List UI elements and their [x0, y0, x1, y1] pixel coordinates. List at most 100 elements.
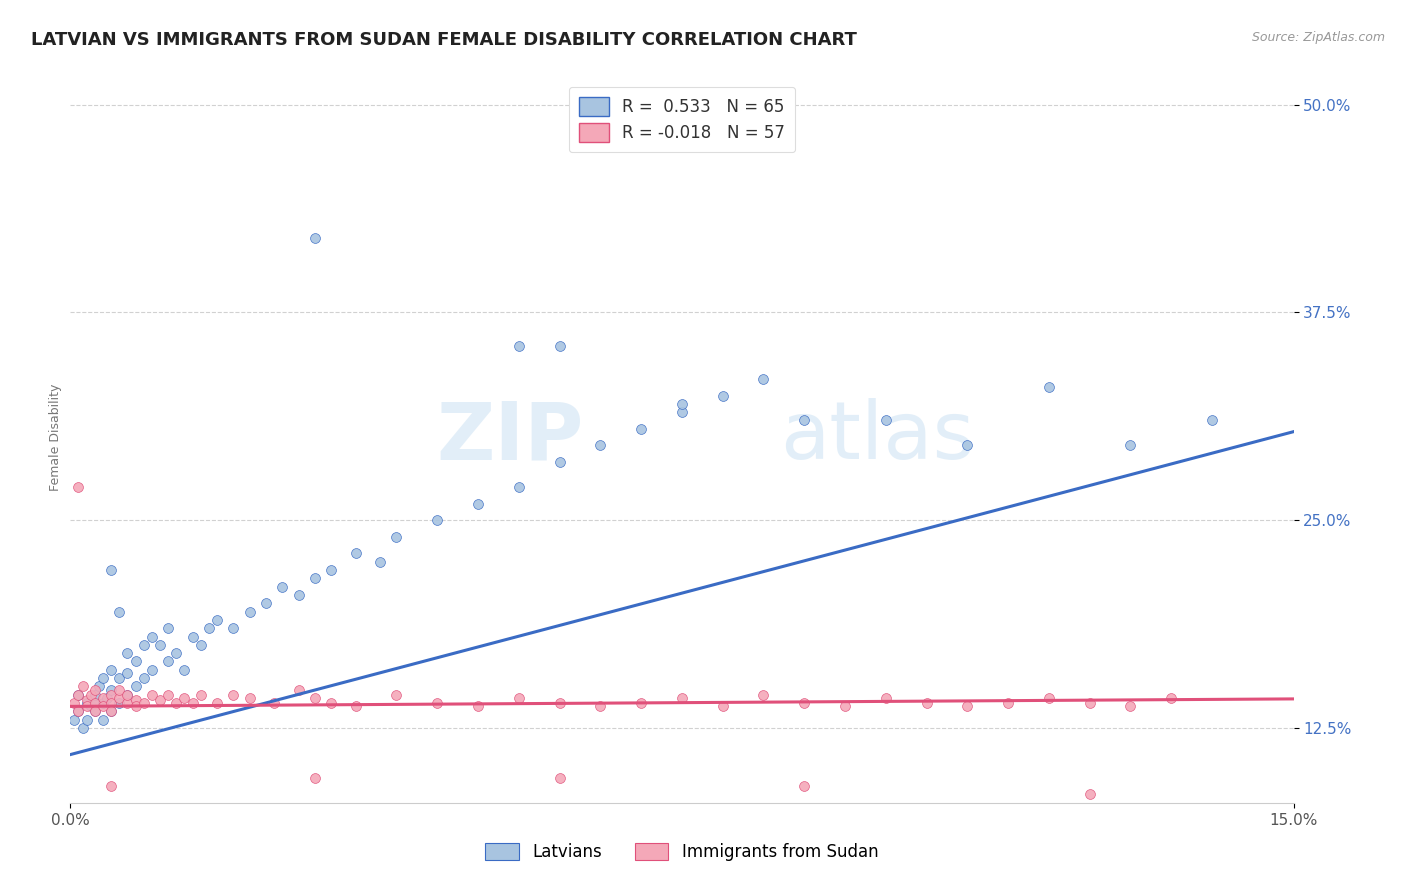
Point — [132, 671, 155, 685]
Point — [671, 405, 693, 419]
Point — [173, 663, 195, 677]
Point — [304, 571, 326, 585]
Point — [108, 691, 131, 706]
Point — [467, 497, 489, 511]
Point — [190, 688, 212, 702]
Point — [385, 530, 408, 544]
Point — [149, 692, 172, 706]
Point — [1038, 380, 1060, 394]
Point — [108, 682, 131, 697]
Point — [117, 688, 139, 702]
Point — [1160, 691, 1182, 706]
Point — [915, 696, 938, 710]
Point — [141, 688, 163, 702]
Point — [157, 655, 180, 669]
Point — [76, 692, 98, 706]
Point — [100, 663, 122, 677]
Point — [91, 713, 114, 727]
Point — [385, 688, 408, 702]
Point — [630, 696, 652, 710]
Point — [157, 621, 180, 635]
Point — [467, 699, 489, 714]
Point — [181, 696, 204, 710]
Point — [76, 696, 98, 710]
Point — [124, 680, 146, 694]
Point — [117, 696, 139, 710]
Point — [124, 699, 146, 714]
Point — [91, 699, 114, 714]
Point — [287, 682, 309, 697]
Point — [67, 688, 90, 702]
Text: Source: ZipAtlas.com: Source: ZipAtlas.com — [1251, 31, 1385, 45]
Text: atlas: atlas — [780, 398, 974, 476]
Point — [793, 779, 815, 793]
Point — [117, 666, 139, 681]
Point — [956, 699, 979, 714]
Text: LATVIAN VS IMMIGRANTS FROM SUDAN FEMALE DISABILITY CORRELATION CHART: LATVIAN VS IMMIGRANTS FROM SUDAN FEMALE … — [31, 31, 856, 49]
Point — [100, 705, 122, 719]
Point — [91, 696, 114, 710]
Point — [173, 691, 195, 706]
Point — [630, 422, 652, 436]
Point — [100, 682, 122, 697]
Point — [63, 696, 86, 710]
Point — [548, 696, 571, 710]
Point — [875, 413, 897, 427]
Point — [100, 705, 122, 719]
Point — [793, 696, 815, 710]
Point — [83, 682, 105, 697]
Point — [83, 696, 105, 710]
Point — [141, 630, 163, 644]
Point — [79, 688, 103, 702]
Point — [83, 696, 105, 710]
Point — [124, 692, 146, 706]
Point — [1119, 438, 1142, 452]
Point — [100, 696, 122, 710]
Point — [87, 680, 110, 694]
Point — [239, 605, 262, 619]
Point — [96, 691, 118, 706]
Point — [132, 638, 155, 652]
Point — [997, 696, 1019, 710]
Y-axis label: Female Disability: Female Disability — [49, 384, 62, 491]
Point — [222, 688, 245, 702]
Point — [1038, 691, 1060, 706]
Point — [344, 699, 367, 714]
Point — [76, 699, 98, 714]
Point — [72, 721, 94, 735]
Point — [793, 413, 815, 427]
Point — [321, 563, 343, 577]
Point — [117, 646, 139, 660]
Point — [589, 438, 612, 452]
Legend: Latvians, Immigrants from Sudan: Latvians, Immigrants from Sudan — [478, 836, 886, 868]
Point — [100, 563, 122, 577]
Point — [1119, 699, 1142, 714]
Point — [83, 705, 105, 719]
Point — [108, 696, 131, 710]
Point — [834, 699, 856, 714]
Point — [83, 688, 105, 702]
Point — [671, 691, 693, 706]
Point — [72, 680, 94, 694]
Point — [1201, 413, 1223, 427]
Point — [752, 372, 775, 386]
Point — [752, 688, 775, 702]
Point — [548, 338, 571, 352]
Point — [157, 688, 180, 702]
Point — [426, 696, 449, 710]
Point — [205, 696, 228, 710]
Point — [67, 705, 90, 719]
Point — [1078, 788, 1101, 802]
Point — [344, 546, 367, 560]
Point — [67, 705, 90, 719]
Point — [141, 663, 163, 677]
Point — [956, 438, 979, 452]
Point — [304, 771, 326, 785]
Point — [671, 397, 693, 411]
Point — [426, 513, 449, 527]
Point — [132, 696, 155, 710]
Point — [198, 621, 221, 635]
Point — [1078, 696, 1101, 710]
Point — [117, 688, 139, 702]
Point — [548, 455, 571, 469]
